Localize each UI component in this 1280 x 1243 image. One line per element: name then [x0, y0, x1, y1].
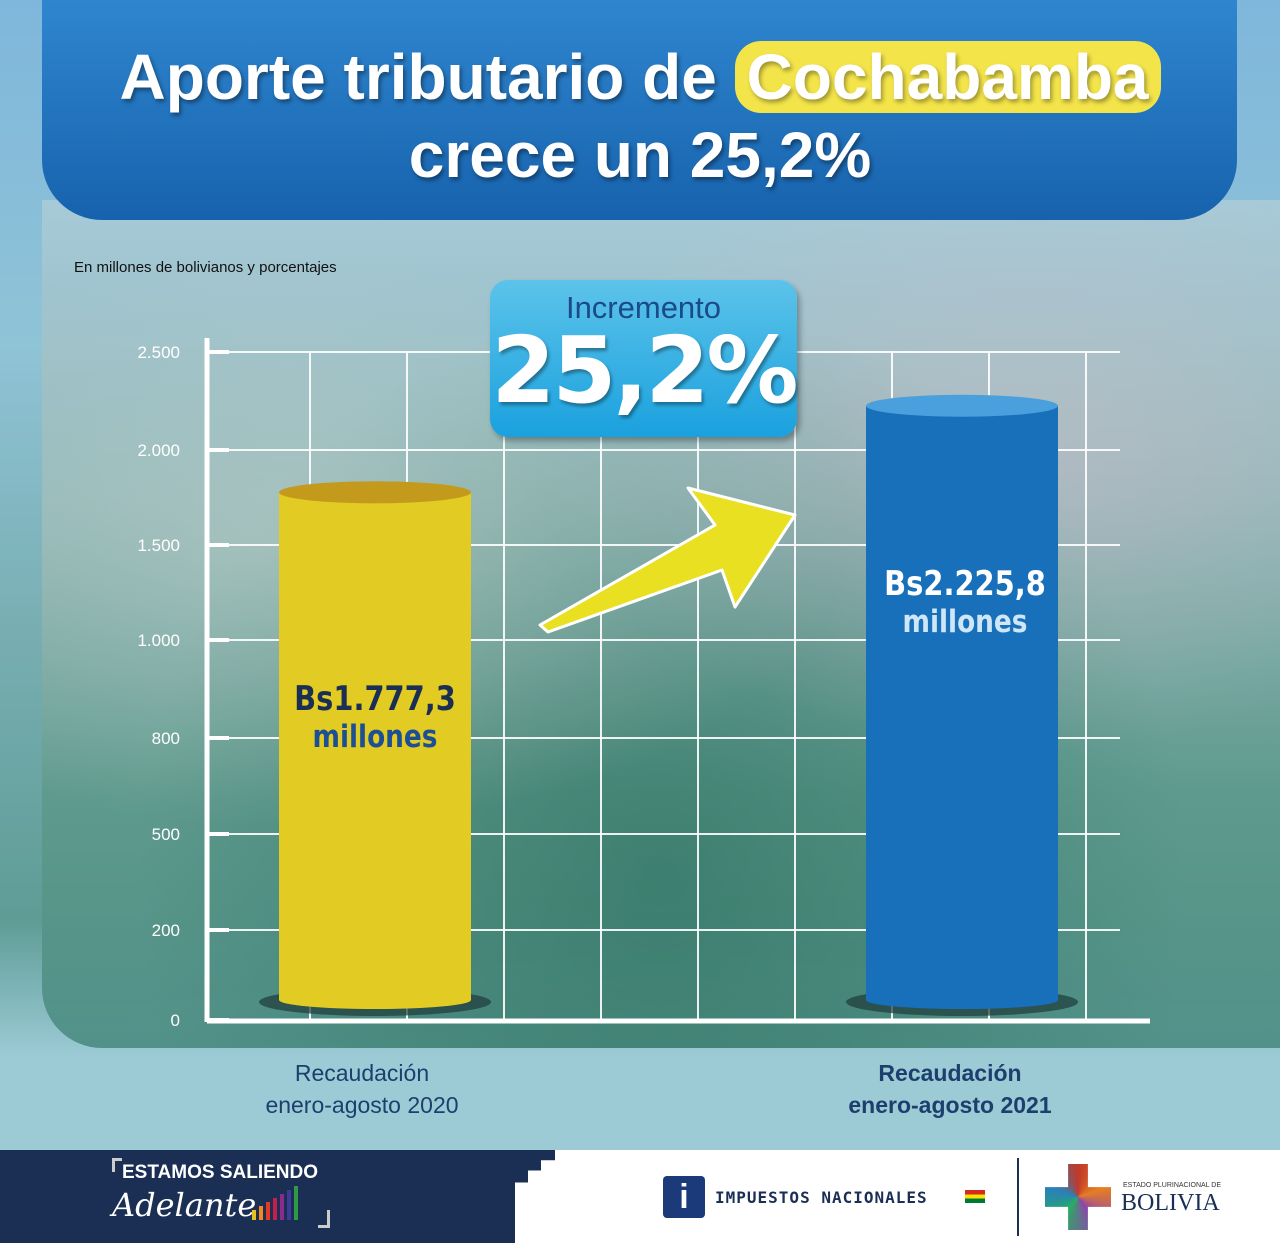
x-tick-line: enero-agosto 2020 — [265, 1092, 459, 1118]
y-tick-label: 500 — [152, 825, 180, 844]
y-tick-label: 0 — [171, 1011, 180, 1030]
title-line-2: crece un 25,2% — [408, 119, 872, 191]
bracket-decoration — [112, 1158, 122, 1172]
y-axis-label: En millones de bolivianos y porcentajes — [74, 259, 337, 276]
data-label-unit: millones — [312, 719, 438, 755]
badge-label: Incremento — [565, 290, 722, 325]
y-tick-label: 200 — [152, 921, 180, 940]
y-tick-label: 800 — [152, 729, 180, 748]
footer-slogan-panel: ESTAMOS SALIENDO Adelante — [0, 1150, 555, 1243]
rainbow-bars-icon — [252, 1186, 298, 1220]
bar-top — [279, 481, 471, 504]
data-label-value: Bs2.225,8 — [884, 564, 1046, 604]
y-tick-label: 1.000 — [137, 631, 180, 650]
x-tick-line: Recaudación — [294, 1060, 430, 1086]
impuestos-logo-icon: i — [663, 1176, 705, 1218]
bar-2021 — [866, 405, 1058, 1001]
estado-plurinacional-label: ESTADO PLURINACIONAL DE — [1123, 1182, 1222, 1189]
bar-bottom — [866, 991, 1058, 1009]
x-tick-line: Recaudación — [878, 1060, 1022, 1086]
y-tick-label: 1.500 — [137, 536, 180, 555]
data-label-2020: Bs1.777,3 millones — [277, 680, 473, 756]
title-line-1: Aporte tributario de Cochabamba — [0, 40, 1280, 114]
y-tick-label: 2.000 — [137, 441, 180, 460]
x-tick-line: enero-agosto 2021 — [848, 1092, 1052, 1118]
increase-arrow — [538, 486, 797, 634]
data-label-unit: millones — [902, 604, 1028, 640]
badge-value: 25,2% — [491, 317, 798, 424]
bracket-decoration — [318, 1210, 330, 1228]
bolivia-label: BOLIVIA — [1121, 1190, 1220, 1216]
title-highlight: Cochabamba — [734, 41, 1161, 113]
wiphala-chakana-icon — [1045, 1164, 1111, 1230]
impuestos-nacionales-label: IMPUESTOS NACIONALES — [715, 1188, 928, 1207]
slogan-line-1: ESTAMOS SALIENDO — [122, 1162, 318, 1183]
footer-logos-panel: i IMPUESTOS NACIONALES ESTADO PLURINACIO… — [515, 1150, 1280, 1243]
data-label-value: Bs1.777,3 — [294, 679, 456, 719]
slogan-line-2: Adelante — [112, 1186, 257, 1224]
x-tick-label-2021: Recaudación enero-agosto 2021 — [800, 1057, 1100, 1121]
bar-top — [866, 394, 1058, 417]
bar-2020 — [279, 492, 471, 1000]
y-tick-label: 2.500 — [137, 343, 180, 362]
bolivia-flag-icon — [965, 1190, 985, 1203]
bar-bottom — [279, 991, 471, 1009]
title-text: Aporte tributario de — [119, 41, 717, 113]
data-label-2021: Bs2.225,8 millones — [867, 565, 1063, 641]
x-tick-label-2020: Recaudación enero-agosto 2020 — [212, 1057, 512, 1121]
divider — [1017, 1158, 1019, 1236]
increment-badge: Incremento 25,2% — [490, 280, 799, 437]
